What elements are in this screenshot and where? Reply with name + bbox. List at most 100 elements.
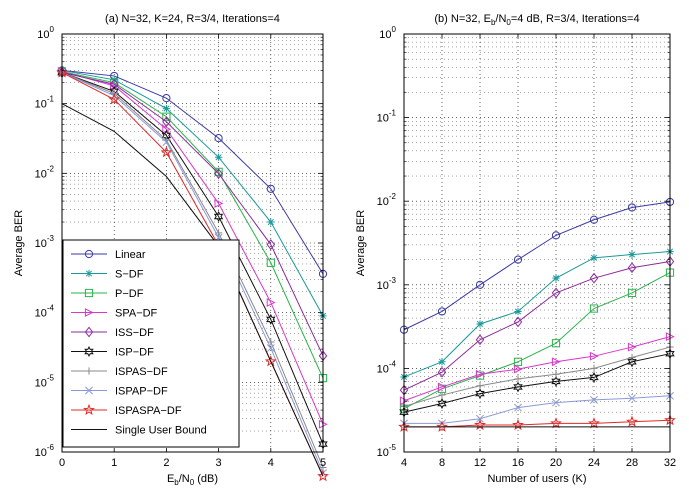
y-tick-label: 10-4 (377, 359, 397, 375)
legend-item: Linear (71, 249, 146, 261)
series-line (403, 261, 671, 391)
series-line (61, 70, 324, 425)
series-line (61, 103, 324, 477)
y-tick-label: 10-3 (377, 276, 397, 292)
data-point (627, 288, 637, 298)
legend-label: Linear (115, 249, 146, 261)
series-line (403, 353, 671, 413)
series-line (61, 72, 324, 474)
data-point (514, 375, 522, 383)
panel-b-frame (403, 33, 671, 453)
data-point (213, 211, 224, 222)
legend-item: ISPAS−DF (71, 366, 168, 378)
panel-a-ylabel: Average BER (13, 210, 25, 277)
data-point (109, 78, 119, 90)
data-point (588, 417, 600, 429)
data-point (476, 382, 484, 390)
data-point (437, 382, 447, 392)
data-point (214, 199, 224, 208)
legend-marker (84, 326, 94, 338)
panel-a-title: (a) N=32, K=24, R=3/4, Iterations=4 (105, 13, 280, 25)
legend-label: ISPAS−DF (115, 366, 168, 378)
data-point (160, 146, 173, 158)
data-point (552, 274, 560, 282)
legend-marker (84, 346, 94, 357)
panel-b: 4 8 12 16 20 24 28 32 100 10-1 10-2 10-3 10-4 10-5 (b… (355, 13, 676, 485)
series-line (61, 69, 324, 317)
data-point (437, 366, 447, 378)
data-point (552, 370, 560, 378)
data-point (589, 371, 599, 383)
data-point (589, 304, 599, 313)
y-tick-label: 100 (37, 25, 54, 41)
x-tick-label: 4 (268, 457, 274, 469)
series-line (403, 336, 671, 402)
panel-b-ticks: 4 8 12 16 20 24 28 32 100 10-1 10-2 10-3 10-4 10-5 (377, 25, 677, 469)
legend-label: ISP−DF (115, 347, 154, 359)
x-tick-label: 32 (664, 457, 676, 469)
data-point (108, 93, 121, 105)
x-tick-label: 28 (626, 457, 638, 469)
data-point (476, 320, 484, 328)
panel-a-ticks: 0 1 2 3 4 5 100 10-1 10-2 10-3 10-4 10-5 10-6 (35, 25, 326, 469)
data-point (162, 116, 171, 128)
series-line (61, 69, 324, 275)
series-1 (399, 197, 675, 334)
series-10 (61, 103, 324, 477)
series-line (61, 72, 324, 445)
data-point (551, 375, 561, 387)
data-point (436, 420, 448, 432)
series-8 (400, 391, 674, 428)
panel-b-series (398, 197, 676, 432)
legend-label: ISPAP−DF (115, 386, 168, 398)
data-point (437, 307, 447, 316)
legend-marker (85, 367, 93, 375)
x-tick-label: 20 (550, 457, 562, 469)
data-point (628, 394, 636, 403)
y-tick-label: 10-4 (35, 304, 55, 320)
data-point (266, 184, 275, 193)
data-point (214, 168, 223, 180)
data-point (266, 298, 276, 307)
legend-marker (84, 249, 94, 259)
data-point (475, 369, 485, 379)
legend-item: ISPAP−DF (71, 386, 168, 398)
y-tick-label: 10-1 (377, 109, 397, 125)
data-point (589, 351, 599, 361)
y-tick-label: 10-2 (35, 164, 55, 180)
data-point (628, 353, 636, 362)
panel-b-title: (b) N=32, Eb/N0=4 dB, R=3/4, Iterations=… (434, 13, 639, 27)
x-tick-label: 12 (474, 457, 486, 469)
x-tick-label: 4 (401, 457, 407, 469)
series-line (403, 346, 671, 407)
data-point (438, 391, 446, 399)
legend-item: SPA−DF (71, 308, 158, 320)
data-point (513, 364, 523, 374)
x-tick-label: 2 (163, 457, 169, 469)
legend-marker (85, 269, 93, 278)
x-tick-label: 8 (439, 457, 445, 469)
data-point (589, 272, 599, 284)
data-point (266, 239, 276, 250)
data-point (475, 388, 485, 400)
x-tick-label: 5 (320, 457, 326, 469)
panel-b-ylabel: Average BER (355, 210, 367, 277)
legend-label: S−DF (115, 269, 144, 281)
x-tick-label: 0 (59, 457, 65, 469)
series-line (403, 272, 671, 410)
data-point (162, 138, 171, 147)
y-tick-label: 10-2 (377, 192, 397, 208)
data-point (266, 344, 275, 353)
x-tick-label: 3 (216, 457, 222, 469)
series-line (61, 72, 324, 468)
data-point (514, 403, 522, 412)
data-point (438, 358, 446, 366)
data-point (215, 153, 223, 161)
data-point (590, 395, 598, 404)
data-point (590, 254, 598, 262)
legend-item: ISP−DF (71, 346, 154, 359)
data-point (627, 342, 637, 352)
data-point (551, 287, 561, 299)
data-point (513, 255, 523, 264)
data-point (266, 313, 276, 325)
